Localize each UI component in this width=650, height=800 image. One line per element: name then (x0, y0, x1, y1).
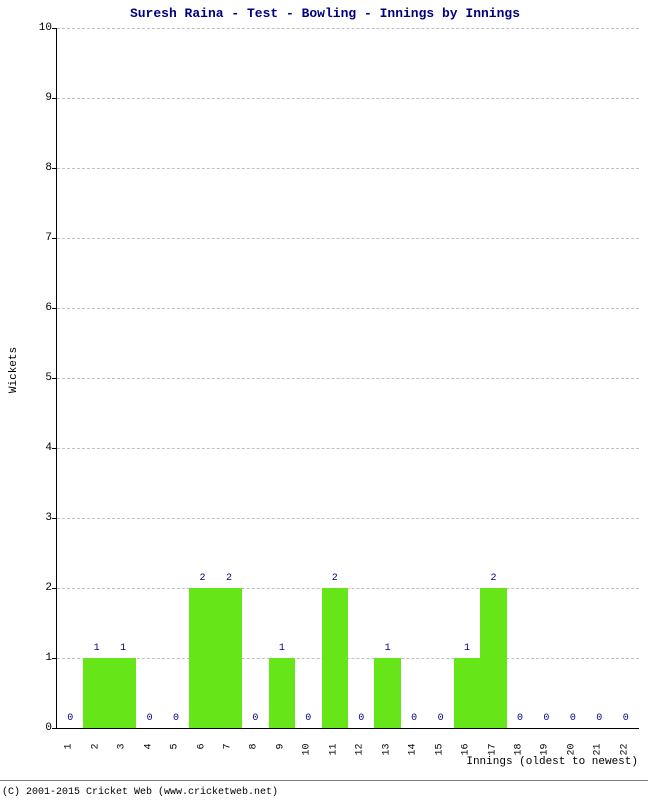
x-tick-label: 6 (196, 744, 207, 764)
y-tick-label: 10 (22, 22, 52, 34)
gridline (57, 98, 639, 99)
x-tick-label: 7 (222, 744, 233, 764)
y-tick-label: 5 (22, 372, 52, 384)
bar-value-label: 1 (279, 643, 285, 654)
bar-value-label: 1 (385, 643, 391, 654)
y-tick-mark (52, 28, 56, 29)
copyright-text: (C) 2001-2015 Cricket Web (www.cricketwe… (2, 787, 278, 798)
bar (269, 658, 295, 728)
y-tick-mark (52, 448, 56, 449)
x-tick-label: 11 (328, 744, 339, 764)
gridline (57, 378, 639, 379)
x-tick-label: 14 (408, 744, 419, 764)
bar-value-label: 0 (67, 713, 73, 724)
bar-value-label: 0 (438, 713, 444, 724)
x-tick-label: 21 (593, 744, 604, 764)
gridline (57, 308, 639, 309)
gridline (57, 518, 639, 519)
x-tick-label: 3 (117, 744, 128, 764)
y-tick-label: 6 (22, 302, 52, 314)
gridline (57, 588, 639, 589)
x-tick-label: 16 (461, 744, 472, 764)
x-tick-label: 9 (275, 744, 286, 764)
y-axis-label: Wickets (8, 347, 20, 393)
x-tick-label: 8 (249, 744, 260, 764)
chart-title: Suresh Raina - Test - Bowling - Innings … (0, 6, 650, 21)
y-tick-label: 1 (22, 652, 52, 664)
gridline (57, 238, 639, 239)
bar-value-label: 0 (305, 713, 311, 724)
y-tick-mark (52, 308, 56, 309)
y-tick-mark (52, 168, 56, 169)
bar-value-label: 0 (147, 713, 153, 724)
bar-value-label: 1 (120, 643, 126, 654)
bar-value-label: 2 (332, 573, 338, 584)
bar (110, 658, 136, 728)
x-tick-label: 10 (302, 744, 313, 764)
bar-value-label: 0 (252, 713, 258, 724)
y-tick-mark (52, 518, 56, 519)
y-tick-label: 8 (22, 162, 52, 174)
x-tick-label: 20 (566, 744, 577, 764)
y-tick-mark (52, 238, 56, 239)
y-tick-label: 3 (22, 512, 52, 524)
gridline (57, 168, 639, 169)
y-tick-label: 7 (22, 232, 52, 244)
bar (454, 658, 480, 728)
y-tick-label: 2 (22, 582, 52, 594)
y-tick-label: 0 (22, 722, 52, 734)
y-tick-mark (52, 588, 56, 589)
y-tick-label: 9 (22, 92, 52, 104)
gridline (57, 448, 639, 449)
x-tick-label: 4 (143, 744, 154, 764)
bar (374, 658, 400, 728)
bar-value-label: 0 (596, 713, 602, 724)
x-tick-label: 1 (64, 744, 75, 764)
bar (216, 588, 242, 728)
gridline (57, 28, 639, 29)
bar (322, 588, 348, 728)
bar-value-label: 1 (464, 643, 470, 654)
bar-value-label: 0 (543, 713, 549, 724)
y-tick-label: 4 (22, 442, 52, 454)
x-tick-label: 12 (355, 744, 366, 764)
x-tick-label: 18 (513, 744, 524, 764)
x-tick-label: 15 (434, 744, 445, 764)
bar-value-label: 0 (173, 713, 179, 724)
bar-value-label: 0 (570, 713, 576, 724)
plot-area: 0 1 1 0 0 2 2 0 1 0 2 0 1 0 0 1 2 0 0 0 0 0 (56, 28, 639, 729)
gridline (57, 658, 639, 659)
x-tick-label: 17 (487, 744, 498, 764)
bar-value-label: 0 (411, 713, 417, 724)
bar-value-label: 0 (517, 713, 523, 724)
y-tick-mark (52, 98, 56, 99)
x-tick-label: 19 (540, 744, 551, 764)
bar-value-label: 2 (199, 573, 205, 584)
y-tick-mark (52, 728, 56, 729)
x-tick-label: 22 (619, 744, 630, 764)
x-tick-label: 13 (381, 744, 392, 764)
bar-value-label: 0 (623, 713, 629, 724)
bar (83, 658, 109, 728)
x-tick-label: 5 (170, 744, 181, 764)
bar (480, 588, 506, 728)
y-tick-mark (52, 658, 56, 659)
bar-value-label: 2 (490, 573, 496, 584)
x-tick-label: 2 (90, 744, 101, 764)
bar-value-label: 2 (226, 573, 232, 584)
bar-value-label: 1 (94, 643, 100, 654)
chart-container: Suresh Raina - Test - Bowling - Innings … (0, 0, 650, 800)
bar-value-label: 0 (358, 713, 364, 724)
bar (189, 588, 215, 728)
y-tick-mark (52, 378, 56, 379)
